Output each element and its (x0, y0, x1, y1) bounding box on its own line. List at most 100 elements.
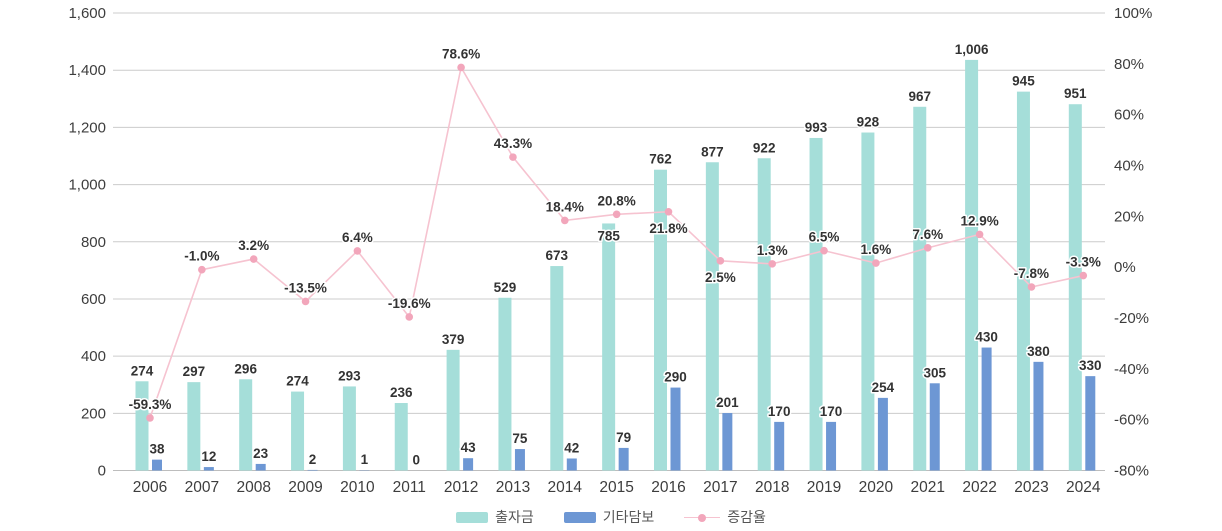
other-collateral-value-label: 330 (1079, 358, 1102, 373)
contribution-value-label: 762 (649, 152, 672, 167)
x-axis-year-label: 2012 (444, 479, 478, 496)
bar-other-collateral-2016 (670, 387, 681, 471)
other-collateral-value-label: 430 (975, 330, 998, 345)
contribution-value-label: 993 (805, 120, 828, 135)
growth-rate-point-2021 (923, 244, 932, 252)
other-collateral-value-label: 2 (309, 452, 317, 467)
bar-other-collateral-2018 (774, 421, 785, 471)
other-collateral-value-label: 201 (716, 395, 739, 410)
x-axis-year-label: 2014 (548, 479, 583, 496)
growth-rate-point-2018 (768, 260, 776, 268)
growth-rate-point-2013 (509, 153, 517, 161)
growth-rate-value-label: 6.4% (342, 230, 373, 245)
bar-other-collateral-2022 (981, 347, 992, 471)
other-collateral-value-label: 75 (512, 431, 528, 446)
contribution-value-label: 236 (390, 385, 413, 400)
bar-contribution-2014 (550, 266, 564, 471)
bar-contribution-2007 (187, 382, 201, 471)
growth-rate-value-label: 1.6% (861, 242, 892, 257)
growth-rate-value-label: 78.6% (442, 46, 480, 61)
other-collateral-value-label: 23 (253, 446, 269, 461)
contribution-value-label: 967 (908, 89, 931, 104)
right-axis-tick-label: 20% (1114, 208, 1144, 225)
x-axis-year-label: 2009 (288, 479, 322, 496)
bar-contribution-2020 (861, 132, 875, 471)
contribution-value-label: 297 (183, 364, 206, 379)
growth-rate-point-2015 (612, 210, 621, 219)
bar-contribution-2008 (239, 379, 253, 471)
bar-contribution-2022 (965, 59, 979, 471)
other-collateral-value-label: 79 (616, 430, 631, 445)
bar-other-collateral-2019 (826, 421, 837, 471)
other-collateral-value-label: 170 (768, 404, 791, 419)
legend-label-growth-rate: 증감율 (727, 509, 766, 525)
growth-rate-point-2011 (405, 313, 414, 321)
left-axis-tick-label: 1,000 (68, 177, 106, 194)
x-axis-year-label: 2006 (133, 479, 167, 496)
other-collateral-value-label: 0 (412, 453, 420, 468)
bar-contribution-2006 (135, 381, 149, 471)
growth-rate-point-2006 (146, 414, 154, 422)
other-collateral-value-label: 305 (923, 365, 946, 380)
contribution-value-label: 379 (442, 332, 465, 347)
bar-contribution-2012 (446, 349, 460, 471)
legend-item-contribution[interactable]: 출자금 (456, 510, 534, 524)
growth-rate-value-label: 1.3% (757, 243, 788, 258)
growth-rate-point-2010 (353, 247, 362, 255)
growth-rate-point-2023 (1027, 283, 1036, 291)
chart-legend: 출자금 기타담보 증감율 (0, 506, 1222, 528)
x-axis-year-label: 2017 (703, 479, 737, 496)
x-axis-year-label: 2019 (807, 479, 841, 496)
bar-contribution-2019 (809, 137, 823, 471)
other-collateral-value-label: 12 (201, 449, 216, 464)
bar-contribution-2023 (1016, 91, 1030, 471)
right-axis-tick-label: -40% (1114, 361, 1149, 378)
bar-contribution-2009 (291, 391, 305, 471)
growth-rate-value-label: -19.6% (388, 296, 431, 311)
legend-item-growth-rate[interactable]: 증감율 (684, 510, 766, 524)
legend-item-other-collateral[interactable]: 기타담보 (563, 509, 655, 525)
right-axis-tick-label: 60% (1114, 107, 1144, 124)
teal-swatch-icon (456, 511, 489, 523)
bar-other-collateral-2006 (152, 459, 162, 471)
bar-contribution-2021 (913, 106, 927, 471)
bar-other-collateral-2009 (307, 469, 318, 471)
growth-rate-value-label: -7.8% (1014, 266, 1049, 281)
left-axis-tick-label: 200 (81, 405, 106, 422)
x-axis-year-label: 2022 (962, 479, 996, 496)
x-axis-year-label: 2023 (1014, 479, 1048, 496)
bar-contribution-2024 (1068, 104, 1082, 471)
left-axis-tick-label: 800 (81, 234, 106, 251)
other-collateral-value-label: 1 (361, 452, 369, 467)
left-axis-tick-label: 0 (98, 463, 106, 480)
bar-other-collateral-2015 (618, 447, 629, 471)
legend-label-other-collateral: 기타담보 (602, 509, 655, 525)
bar-other-collateral-2014 (566, 458, 577, 471)
bar-contribution-2011 (394, 403, 408, 471)
other-collateral-value-label: 38 (149, 442, 165, 457)
bar-other-collateral-2017 (722, 413, 733, 471)
other-collateral-value-label: 380 (1027, 344, 1050, 359)
growth-rate-value-label: -59.3% (129, 397, 172, 412)
contribution-value-label: 529 (494, 280, 517, 295)
growth-rate-point-2017 (716, 257, 725, 265)
left-axis-tick-label: 600 (81, 291, 106, 308)
right-axis-tick-label: 100% (1114, 5, 1152, 22)
bar-contribution-2013 (498, 297, 512, 471)
left-axis-tick-label: 1,200 (68, 119, 106, 136)
growth-rate-value-label: -1.0% (184, 249, 219, 264)
other-collateral-value-label: 254 (872, 380, 895, 395)
bar-other-collateral-2020 (877, 397, 888, 471)
bar-contribution-2016 (654, 169, 667, 471)
x-axis-year-label: 2011 (393, 479, 426, 496)
right-axis-tick-label: -80% (1114, 463, 1149, 480)
growth-rate-point-2016 (664, 207, 673, 216)
contribution-value-label: 928 (857, 115, 880, 130)
contribution-value-label: 877 (701, 144, 724, 159)
contribution-value-label: 296 (234, 361, 257, 376)
left-axis-tick-label: 1,600 (68, 5, 106, 22)
pink-line-marker-icon (684, 512, 721, 523)
x-axis-year-label: 2010 (340, 479, 375, 496)
bar-other-collateral-2023 (1033, 361, 1044, 471)
